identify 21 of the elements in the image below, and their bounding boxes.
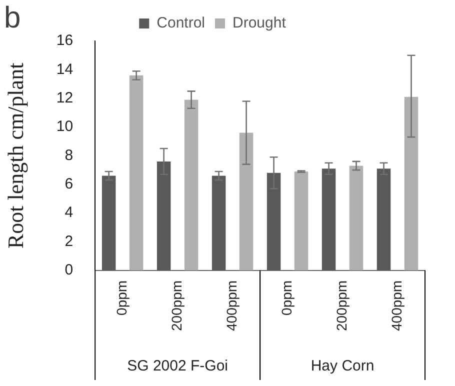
x-tick-label: 200ppm [168, 280, 184, 331]
text: b [4, 1, 21, 34]
x-tick-label: 0ppm [113, 280, 130, 316]
y-tick-label: 0 [64, 262, 74, 279]
y-tick-label: 6 [64, 176, 74, 193]
y-tick-label: 2 [64, 232, 74, 250]
y-tick-label: 12 [56, 89, 74, 106]
x-tick-label: 400ppm [223, 280, 240, 331]
y-tick-label: 14 [56, 60, 74, 78]
y-axis-title: Root length cm/plant [2, 62, 28, 249]
y-tick-label: 4 [64, 204, 74, 222]
text: SG 2002 F-Goi [127, 358, 228, 375]
x-tick-label: 400ppm [388, 280, 404, 331]
legend-label: Drought [232, 14, 287, 32]
x-tick-label: 0ppm [278, 280, 294, 316]
text: Hay Corn [310, 358, 374, 375]
legend-label: Control [156, 14, 205, 32]
y-tick-label: 8 [64, 146, 74, 164]
y-tick-label: 16 [56, 32, 74, 50]
y-tick-label: 10 [56, 118, 74, 136]
x-tick-label: 200ppm [333, 280, 350, 331]
